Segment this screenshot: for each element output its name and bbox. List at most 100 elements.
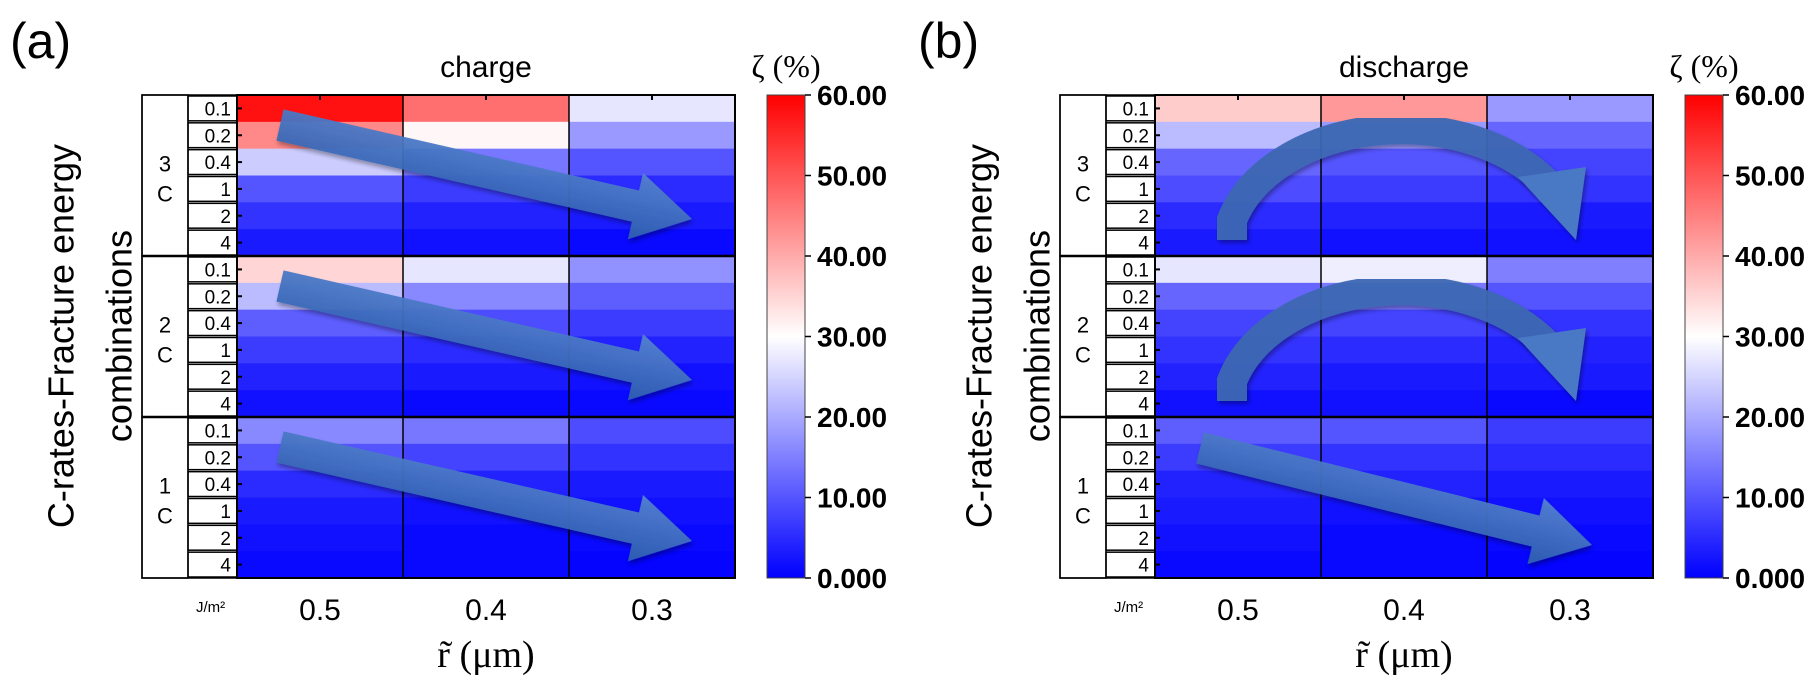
heatmap-cell [237, 229, 404, 257]
outer-frame [1059, 94, 1654, 579]
fracture-energy-label: 2 [1138, 207, 1149, 228]
heatmap-cell [569, 443, 736, 472]
heatmap-cell [1321, 363, 1488, 391]
colorbar-tick-label: 10.00 [1735, 483, 1805, 514]
heatmap-cell [403, 256, 570, 284]
fracture-energy-label: 0.2 [1123, 126, 1149, 147]
fracture-energy-label: 1 [1138, 502, 1149, 523]
heatmap-cell [1487, 551, 1654, 579]
fracture-energy-unit: J/m² [196, 599, 225, 616]
y-axis-label: C-rates-Fracture energy [959, 144, 1000, 528]
fracture-energy-label: 0.1 [205, 99, 231, 120]
fracture-energy-label: 0.4 [205, 314, 232, 335]
heatmap-cell [237, 363, 404, 391]
c-rate-unit: C [157, 504, 173, 529]
outer-frame [141, 94, 736, 579]
fracture-energy-label: 1 [220, 180, 231, 201]
fracture-energy-label: 4 [1138, 556, 1149, 577]
colorbar-tick-label: 30.00 [817, 322, 887, 353]
colorbar-tick-label: 0.000 [1735, 563, 1805, 594]
heatmap-cell [569, 417, 736, 445]
heatmap-cell [403, 202, 570, 230]
fracture-energy-label: 0.4 [205, 153, 232, 174]
heatmap-cell [569, 282, 736, 311]
heatmap-cell [569, 390, 736, 418]
y-axis-label-2: combinations [99, 230, 140, 442]
heatmap-cell [403, 551, 570, 579]
fracture-energy-label: 0.1 [205, 421, 231, 442]
colorbar-tick-label: 40.00 [1735, 241, 1805, 272]
heatmap-cell [403, 363, 570, 391]
trend-arrow [1196, 432, 1592, 565]
fracture-energy-label: 0.1 [1123, 260, 1149, 281]
x-axis-label: r̃ (μm) [437, 634, 534, 676]
c-rate-unit: C [1075, 504, 1091, 529]
heatmap-cell [237, 390, 404, 418]
fracture-energy-label: 4 [1138, 395, 1149, 416]
colorbar-tick-label: 50.00 [1735, 161, 1805, 192]
colorbar-tick-label: 30.00 [1735, 322, 1805, 353]
heatmap-cell [569, 229, 736, 257]
fracture-energy-box [187, 202, 238, 229]
y-axis-label-2: combinations [1017, 230, 1058, 442]
heatmap-cell [1321, 551, 1488, 579]
heatmap-cell [1321, 390, 1488, 418]
heatmap-cell [1321, 443, 1488, 472]
fracture-energy-label: 2 [1138, 368, 1149, 389]
c-rate-unit: C [157, 182, 173, 207]
fracture-energy-label: 0.1 [205, 260, 231, 281]
c-rate-number: 2 [159, 313, 171, 338]
heatmap-cell [569, 121, 736, 150]
fracture-energy-label: 0.2 [205, 126, 231, 147]
heatmap-cell [403, 229, 570, 257]
heatmap-cell [1487, 417, 1654, 445]
heatmap-cell [237, 497, 404, 525]
heatmap-cell [1321, 202, 1488, 230]
x-axis-label: r̃ (μm) [1355, 634, 1452, 676]
colorbar-tick-label: 60.00 [1735, 80, 1805, 111]
colorbar [1684, 94, 1724, 579]
fracture-energy-label: 1 [1138, 341, 1149, 362]
heatmap-cell [1487, 256, 1654, 284]
heatmap-cell [1487, 443, 1654, 472]
heatmap-cell [403, 524, 570, 552]
c-rate-number: 1 [159, 474, 171, 499]
heatmap-cell [237, 336, 404, 364]
x-tick-label: 0.5 [299, 594, 341, 627]
y-axis-label-line1: C-rates-Fracture energy [959, 144, 1000, 528]
heatmap-cell [1155, 524, 1322, 552]
heatmap-cell [1321, 229, 1488, 257]
heatmap-cell [1321, 309, 1488, 337]
fracture-energy-label: 4 [220, 234, 231, 255]
fracture-energy-label: 4 [1138, 234, 1149, 255]
fracture-energy-label: 0.4 [1123, 314, 1150, 335]
heatmap-cell [569, 256, 736, 284]
arc-arrow-head [1518, 328, 1586, 401]
trend-arrow [276, 431, 693, 562]
fracture-energy-label: 0.4 [1123, 153, 1150, 174]
colorbar-title: ζ (%) [1669, 48, 1738, 84]
panel-b: (b) discharge C-rates-Fracture energy combi… [918, 13, 1805, 676]
heatmap-cell [1321, 148, 1488, 176]
fracture-energy-label: 0.4 [1123, 475, 1150, 496]
y-axis-label-line1: C-rates-Fracture energy [41, 144, 82, 528]
colorbar-tick-label: 40.00 [817, 241, 887, 272]
heatmap-cell [403, 390, 570, 418]
fracture-energy-label: 1 [1138, 180, 1149, 201]
y-axis-label-line2: combinations [99, 230, 140, 442]
arc-arrow-head [1518, 167, 1586, 240]
fracture-energy-box [1105, 202, 1156, 229]
colorbar-tick-label: 60.00 [817, 80, 887, 111]
c-rate-unit: C [1075, 343, 1091, 368]
heatmap-cell [1155, 256, 1322, 284]
heatmap-cell [1155, 551, 1322, 579]
fracture-energy-box [187, 336, 238, 364]
x-tick-label: 0.5 [1217, 594, 1259, 627]
chart-title: charge [440, 51, 532, 84]
heatmap-cell [237, 202, 404, 230]
heatmap-cell [1321, 175, 1488, 203]
x-tick-label: 0.4 [465, 594, 507, 627]
c-rate-number: 1 [1077, 474, 1089, 499]
fracture-energy-box [1105, 336, 1156, 364]
